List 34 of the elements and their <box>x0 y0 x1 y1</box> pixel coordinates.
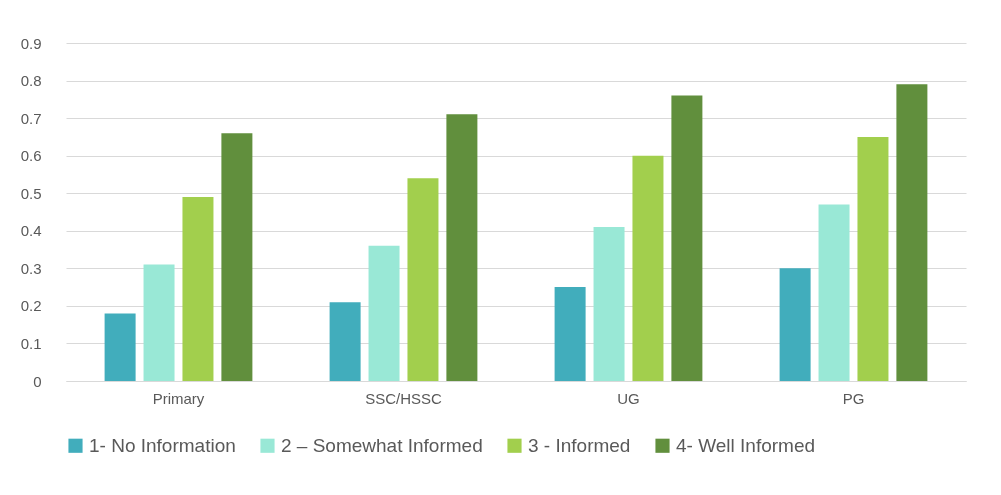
legend-label: 2 – Somewhat Informed <box>281 434 483 456</box>
y-tick-label: 0.7 <box>20 109 42 127</box>
bar <box>593 227 625 381</box>
legend-label: 3 - Informed <box>528 434 631 456</box>
bar <box>632 155 664 381</box>
bar <box>368 245 400 381</box>
bar <box>407 178 439 381</box>
bar <box>221 133 253 381</box>
y-tick-label: 0.8 <box>20 72 42 90</box>
bar <box>857 136 889 381</box>
y-tick-label: 0.9 <box>20 34 42 52</box>
y-tick-label: 0.3 <box>20 259 42 277</box>
bar <box>446 114 478 381</box>
y-tick-label: 0.1 <box>20 334 42 352</box>
bar <box>182 196 214 381</box>
y-tick-label: 0.5 <box>20 184 42 202</box>
x-tick-label: Primary <box>152 389 205 407</box>
bar <box>671 95 703 381</box>
bar <box>329 302 361 381</box>
bar <box>896 84 928 381</box>
x-tick-label: UG <box>617 389 640 407</box>
y-tick-label: 0 <box>33 372 42 390</box>
bar <box>104 313 136 381</box>
y-tick-label: 0.4 <box>20 222 42 240</box>
x-tick-label: SSC/HSSC <box>365 389 443 407</box>
legend-label: 1- No Information <box>89 434 236 456</box>
legend-label: 4- Well Informed <box>676 434 816 456</box>
x-tick-label: PG <box>842 389 865 407</box>
bar <box>818 204 850 381</box>
bar <box>143 264 175 381</box>
y-tick-label: 0.2 <box>20 297 42 315</box>
bar <box>779 268 811 381</box>
y-tick-label: 0.6 <box>20 147 42 165</box>
bar <box>554 287 586 381</box>
